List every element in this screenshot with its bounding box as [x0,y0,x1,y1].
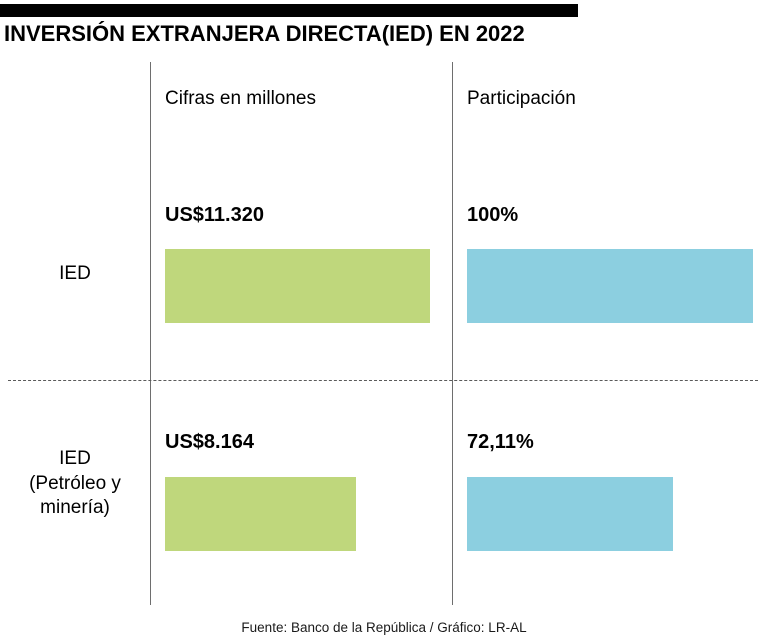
title-top-bar [0,4,578,17]
column-divider-right [452,62,453,605]
row-separator-dashed-line [8,380,758,381]
column-header-participacion: Participación [467,88,576,109]
bar-ied-mineria-cifras [165,477,356,551]
bar-ied-mineria-participacion [467,477,673,551]
bar-ied-participacion [467,249,753,323]
bar-ied-cifras [165,249,430,323]
value-label-ied-participacion: 100% [467,204,519,226]
column-divider-left [150,62,151,605]
value-label-ied-mineria-cifras: US$8.164 [165,431,254,453]
value-label-ied-cifras: US$11.320 [165,204,264,226]
category-label-ied: IED [59,263,91,284]
value-label-ied-mineria-participacion: 72,11% [467,431,534,453]
column-header-cifras: Cifras en millones [165,88,316,109]
chart-title: INVERSIÓN EXTRANJERA DIRECTA(IED) EN 202… [4,21,525,46]
source-credit: Fuente: Banco de la República / Gráfico:… [241,620,527,635]
category-label-ied-mineria: IED (Petróleo y minería) [29,448,121,519]
